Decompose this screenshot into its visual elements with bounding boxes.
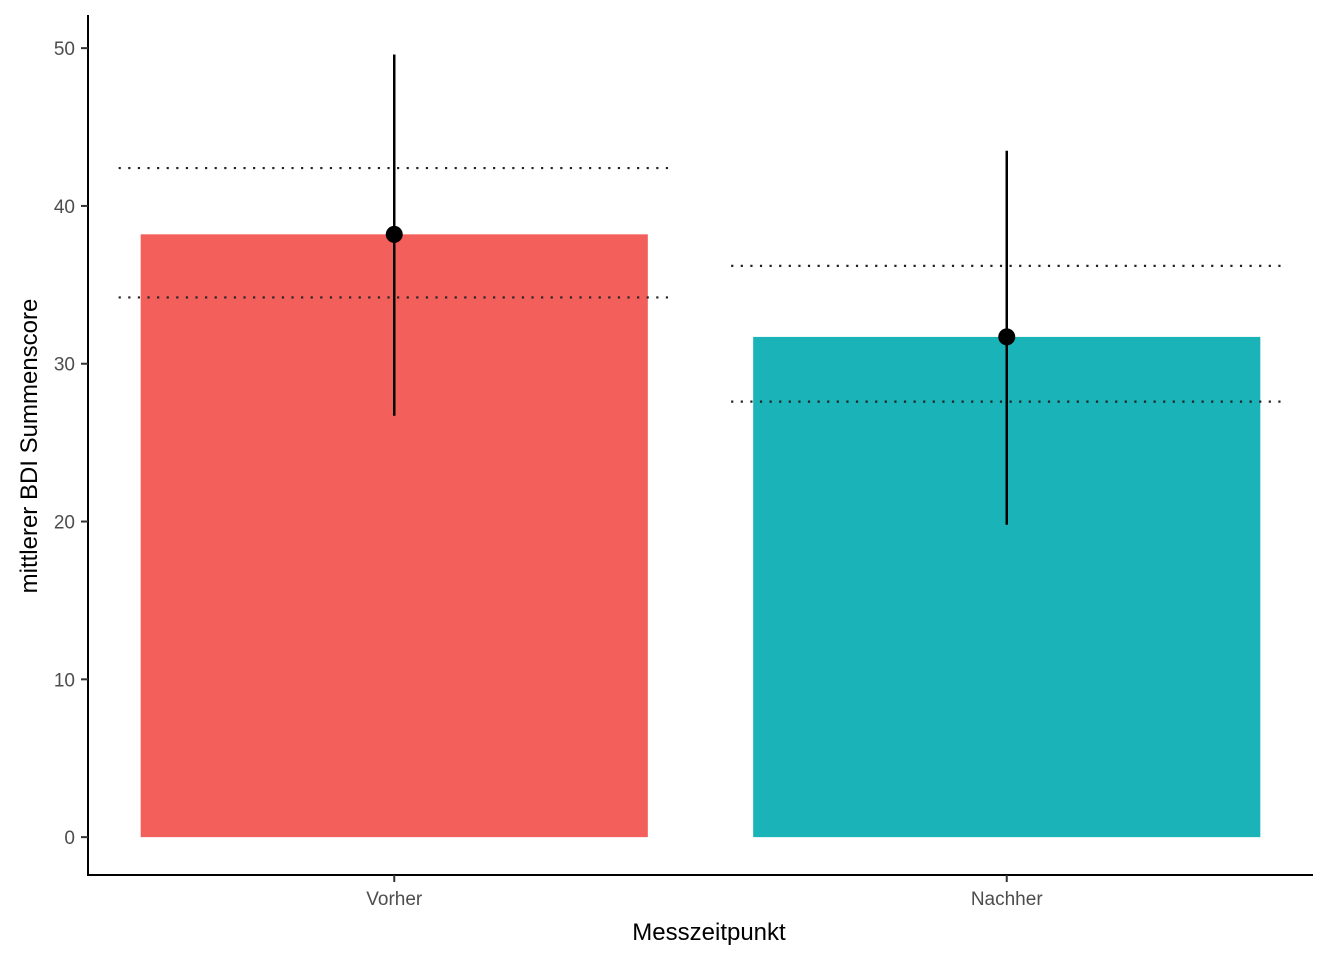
x-axis-title: Messzeitpunkt (632, 919, 786, 946)
y-tick-label-50: 50 (54, 39, 75, 60)
x-tick-label-vorher: Vorher (366, 889, 423, 910)
x-tick-label-nachher: Nachher (971, 889, 1043, 910)
bars-layer (140, 234, 1261, 838)
y-ticks: 0 10 20 30 40 50 (54, 39, 88, 849)
mean-points-layer (385, 225, 1016, 346)
y-axis-title: mittlerer BDI Summenscore (16, 299, 43, 594)
y-tick-label-30: 30 (54, 355, 75, 376)
x-ticks: Vorher Nachher (366, 875, 1043, 910)
y-tick-label-10: 10 (54, 670, 75, 691)
mean-point-nachher (998, 328, 1016, 346)
y-tick-label-40: 40 (54, 197, 75, 218)
mean-point-vorher (385, 225, 403, 243)
y-tick-label-20: 20 (54, 513, 75, 534)
y-tick-label-0: 0 (64, 828, 75, 849)
